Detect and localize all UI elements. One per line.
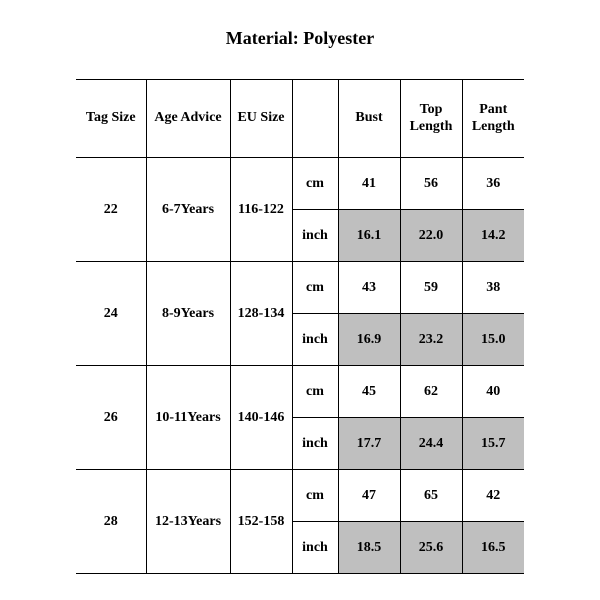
cell-age: 12-13Years bbox=[146, 470, 230, 574]
table-row: 28 12-13Years 152-158 cm 47 65 42 bbox=[76, 470, 524, 522]
table-row: 22 6-7Years 116-122 cm 41 56 36 bbox=[76, 158, 524, 210]
cell-bust-inch: 16.9 bbox=[338, 314, 400, 366]
cell-pant-cm: 38 bbox=[462, 262, 524, 314]
col-age-advice: Age Advice bbox=[146, 80, 230, 158]
cell-tag: 22 bbox=[76, 158, 146, 262]
col-unit bbox=[292, 80, 338, 158]
col-tag-size: Tag Size bbox=[76, 80, 146, 158]
cell-top-inch: 22.0 bbox=[400, 210, 462, 262]
table-body: 22 6-7Years 116-122 cm 41 56 36 inch 16.… bbox=[76, 158, 524, 574]
cell-eu: 128-134 bbox=[230, 262, 292, 366]
page: Material: Polyester Tag Size Age Advice … bbox=[0, 0, 600, 600]
cell-pant-inch: 14.2 bbox=[462, 210, 524, 262]
cell-pant-inch: 15.7 bbox=[462, 418, 524, 470]
cell-unit-cm: cm bbox=[292, 262, 338, 314]
cell-bust-inch: 18.5 bbox=[338, 522, 400, 574]
cell-tag: 26 bbox=[76, 366, 146, 470]
cell-bust-inch: 16.1 bbox=[338, 210, 400, 262]
cell-unit-cm: cm bbox=[292, 366, 338, 418]
cell-pant-cm: 40 bbox=[462, 366, 524, 418]
cell-eu: 152-158 bbox=[230, 470, 292, 574]
col-top-length: TopLength bbox=[400, 80, 462, 158]
cell-bust-cm: 41 bbox=[338, 158, 400, 210]
table-row: 24 8-9Years 128-134 cm 43 59 38 bbox=[76, 262, 524, 314]
cell-bust-cm: 47 bbox=[338, 470, 400, 522]
cell-top-inch: 23.2 bbox=[400, 314, 462, 366]
cell-unit-cm: cm bbox=[292, 470, 338, 522]
cell-unit-inch: inch bbox=[292, 314, 338, 366]
header-row: Tag Size Age Advice EU Size Bust TopLeng… bbox=[76, 80, 524, 158]
cell-unit-cm: cm bbox=[292, 158, 338, 210]
cell-top-inch: 24.4 bbox=[400, 418, 462, 470]
cell-eu: 116-122 bbox=[230, 158, 292, 262]
cell-age: 6-7Years bbox=[146, 158, 230, 262]
cell-bust-inch: 17.7 bbox=[338, 418, 400, 470]
col-eu-size: EU Size bbox=[230, 80, 292, 158]
cell-pant-inch: 16.5 bbox=[462, 522, 524, 574]
cell-top-cm: 56 bbox=[400, 158, 462, 210]
cell-bust-cm: 45 bbox=[338, 366, 400, 418]
cell-top-inch: 25.6 bbox=[400, 522, 462, 574]
col-pant-length: PantLength bbox=[462, 80, 524, 158]
cell-unit-inch: inch bbox=[292, 210, 338, 262]
cell-top-cm: 62 bbox=[400, 366, 462, 418]
page-title: Material: Polyester bbox=[0, 28, 600, 49]
cell-pant-cm: 36 bbox=[462, 158, 524, 210]
cell-age: 10-11Years bbox=[146, 366, 230, 470]
cell-bust-cm: 43 bbox=[338, 262, 400, 314]
cell-age: 8-9Years bbox=[146, 262, 230, 366]
col-bust: Bust bbox=[338, 80, 400, 158]
cell-pant-cm: 42 bbox=[462, 470, 524, 522]
size-table: Tag Size Age Advice EU Size Bust TopLeng… bbox=[76, 79, 524, 574]
cell-eu: 140-146 bbox=[230, 366, 292, 470]
cell-top-cm: 65 bbox=[400, 470, 462, 522]
cell-tag: 28 bbox=[76, 470, 146, 574]
cell-top-cm: 59 bbox=[400, 262, 462, 314]
cell-pant-inch: 15.0 bbox=[462, 314, 524, 366]
cell-tag: 24 bbox=[76, 262, 146, 366]
cell-unit-inch: inch bbox=[292, 418, 338, 470]
cell-unit-inch: inch bbox=[292, 522, 338, 574]
table-row: 26 10-11Years 140-146 cm 45 62 40 bbox=[76, 366, 524, 418]
